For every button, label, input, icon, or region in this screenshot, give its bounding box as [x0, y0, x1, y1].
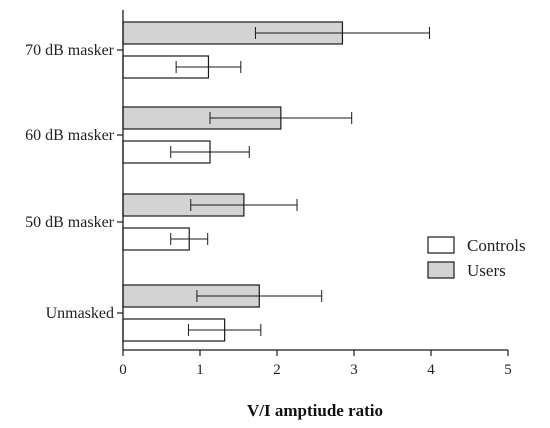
category-label-0: 70 dB masker — [25, 42, 115, 59]
legend-swatch-users — [427, 261, 455, 279]
category-label-2: 50 dB masker — [25, 214, 115, 231]
legend-swatch-controls — [427, 236, 455, 254]
x-tick-label-4: 4 — [427, 362, 435, 378]
category-label-3: Unmasked — [46, 305, 114, 322]
x-tick-label-0: 0 — [119, 362, 127, 378]
category-label-1: 60 dB masker — [25, 127, 115, 144]
legend: Controls Users — [427, 236, 526, 280]
x-axis-title: V/I amptiude ratio — [247, 401, 383, 420]
x-tick-label-5: 5 — [504, 362, 512, 378]
x-tick-label-3: 3 — [350, 362, 358, 378]
legend-label-users: Users — [467, 261, 506, 280]
legend-label-controls: Controls — [467, 236, 526, 255]
bars-layer — [122, 21, 430, 342]
axes-layer: 70 dB masker 60 dB masker 50 dB masker Unma… — [25, 10, 512, 378]
x-tick-label-1: 1 — [196, 362, 204, 378]
x-tick-label-2: 2 — [273, 362, 281, 378]
